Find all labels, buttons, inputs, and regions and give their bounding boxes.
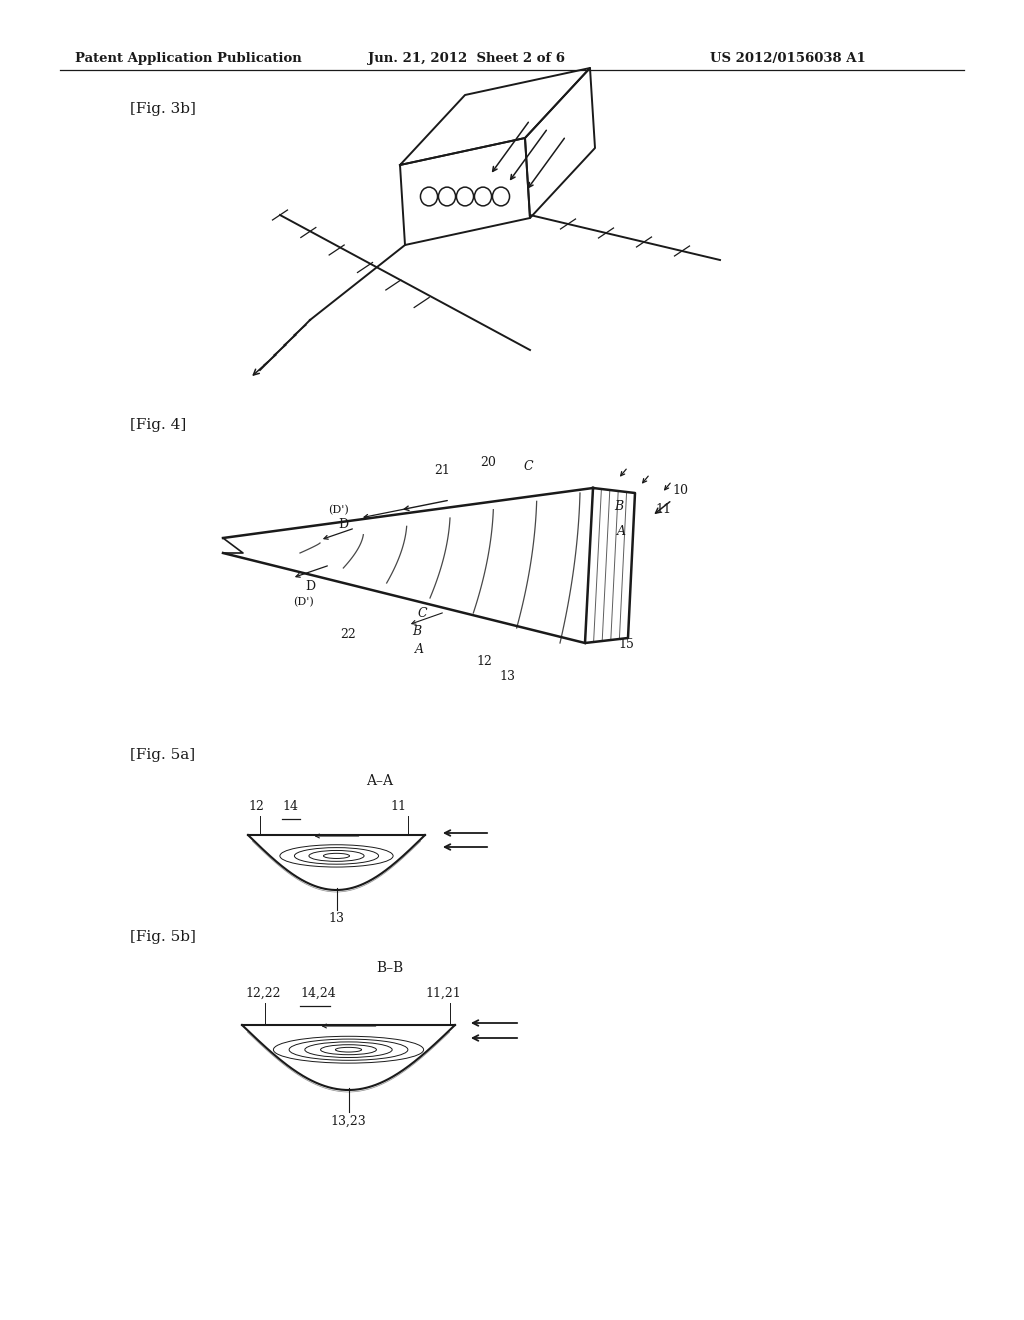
Text: 13: 13	[329, 912, 344, 925]
Text: 14: 14	[282, 800, 298, 813]
Text: 12: 12	[248, 800, 264, 813]
Text: D: D	[338, 517, 348, 531]
Text: C: C	[524, 459, 534, 473]
Text: 21: 21	[434, 465, 450, 477]
Text: 14,24: 14,24	[300, 987, 336, 1001]
Text: Jun. 21, 2012  Sheet 2 of 6: Jun. 21, 2012 Sheet 2 of 6	[368, 51, 565, 65]
Text: 12: 12	[476, 655, 492, 668]
Text: US 2012/0156038 A1: US 2012/0156038 A1	[710, 51, 865, 65]
Text: 22: 22	[340, 628, 355, 642]
Text: B–B: B–B	[377, 961, 403, 975]
Text: A: A	[617, 525, 626, 539]
Text: B: B	[614, 500, 624, 513]
Text: 11,21: 11,21	[425, 987, 461, 1001]
Text: Patent Application Publication: Patent Application Publication	[75, 51, 302, 65]
Text: 11: 11	[390, 800, 406, 813]
Text: C: C	[418, 607, 428, 620]
Text: [Fig. 5b]: [Fig. 5b]	[130, 931, 196, 944]
Text: 15: 15	[618, 638, 634, 651]
Text: 11: 11	[655, 503, 671, 516]
Text: 10: 10	[672, 484, 688, 498]
Text: B: B	[412, 624, 421, 638]
Text: A–A: A–A	[367, 774, 393, 788]
Text: D: D	[305, 579, 315, 593]
Text: (D'): (D')	[293, 597, 313, 607]
Text: A: A	[415, 643, 424, 656]
Text: [Fig. 4]: [Fig. 4]	[130, 418, 186, 432]
Text: (D'): (D')	[328, 504, 349, 515]
Text: 20: 20	[480, 455, 496, 469]
Text: [Fig. 5a]: [Fig. 5a]	[130, 748, 196, 762]
Text: [Fig. 3b]: [Fig. 3b]	[130, 102, 196, 116]
Text: 13,23: 13,23	[331, 1115, 367, 1129]
Text: 13: 13	[499, 671, 515, 682]
Text: 12,22: 12,22	[245, 987, 281, 1001]
